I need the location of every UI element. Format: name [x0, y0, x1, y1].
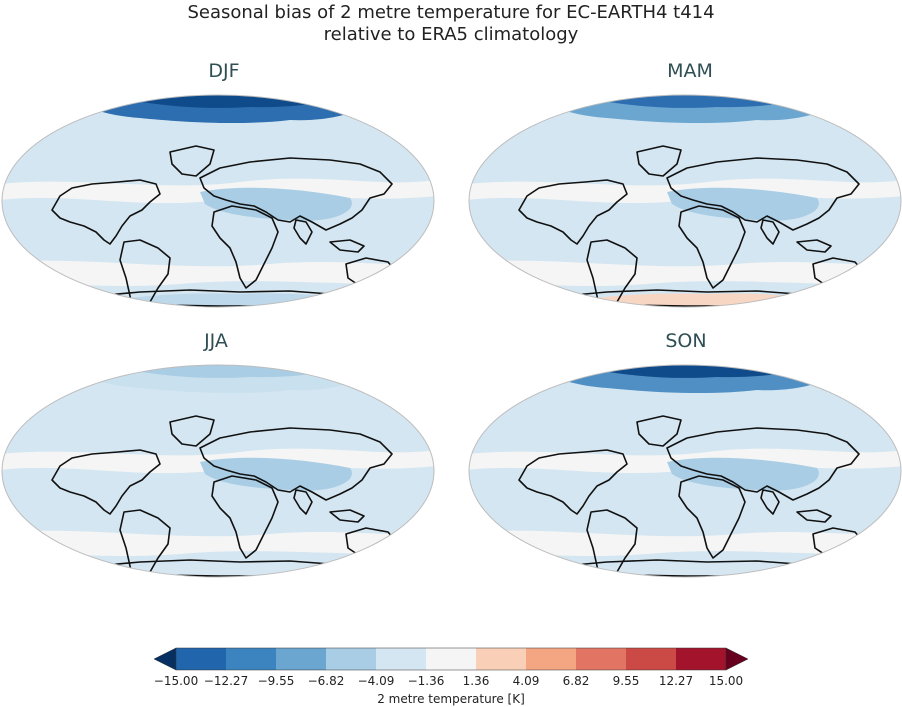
- colorbar-label: 2 metre temperature [K]: [377, 692, 525, 706]
- colorbar-segment: [576, 648, 627, 670]
- colorbar-segment: [526, 648, 577, 670]
- coastline: [636, 415, 682, 447]
- coastline: [760, 219, 780, 245]
- coastline: [678, 475, 746, 559]
- map-jja: [0, 362, 436, 580]
- colorbar-tick: 4.09: [512, 674, 540, 688]
- colorbar: −15.00 −12.27 −9.55 −6.82 −4.09 −1.36 1.36 4.09…: [150, 642, 752, 706]
- colorbar-tick: 6.82: [562, 674, 590, 688]
- map-mam: [467, 92, 902, 310]
- coastline: [636, 145, 682, 177]
- coastline: [293, 489, 313, 515]
- colorbar-tick: 9.55: [612, 674, 640, 688]
- colorbar-segment: [376, 648, 427, 670]
- colorbar-tick: 12.27: [658, 674, 694, 688]
- coastline: [293, 219, 313, 245]
- colorbar-bar: [153, 647, 749, 671]
- map-son: [467, 362, 902, 580]
- coastline: [796, 509, 832, 523]
- coastline: [666, 427, 860, 501]
- coastline: [51, 179, 161, 245]
- coastline: [329, 509, 365, 523]
- title-line-2: relative to ERA5 climatology: [323, 24, 579, 45]
- colorbar-tick: −15.00: [153, 674, 199, 688]
- coastline: [760, 489, 780, 515]
- coastline: [199, 157, 393, 231]
- colorbar-under-arrow: [153, 647, 177, 671]
- coastline: [119, 509, 171, 577]
- coastline: [211, 475, 279, 559]
- map-svg-son: [468, 364, 902, 578]
- panel-label-mam: MAM: [667, 60, 713, 82]
- title-line-1: Seasonal bias of 2 metre temperature for…: [187, 2, 715, 23]
- colorbar-over-arrow: [725, 647, 749, 671]
- map-svg-mam: [468, 94, 902, 308]
- coastline: [211, 205, 279, 289]
- figure-title: Seasonal bias of 2 metre temperature for…: [0, 0, 902, 46]
- map-svg-jja: [1, 364, 435, 578]
- colorbar-tick: 15.00: [708, 674, 744, 688]
- map-djf: [0, 92, 436, 310]
- colorbar-segment: [626, 648, 677, 670]
- coastline: [586, 239, 638, 307]
- coastline: [586, 509, 638, 577]
- coastline: [51, 449, 161, 515]
- panel-label-son: SON: [665, 330, 707, 352]
- map-svg-djf: [1, 94, 435, 308]
- coastline: [199, 427, 393, 501]
- colorbar-segment: [476, 648, 527, 670]
- coastline: [796, 239, 832, 253]
- coastline: [518, 449, 628, 515]
- colorbar-tick: −6.82: [307, 674, 345, 688]
- coastline: [169, 145, 215, 177]
- coastline: [678, 205, 746, 289]
- coastline: [666, 157, 860, 231]
- coastline: [119, 239, 171, 307]
- coastline: [329, 239, 365, 253]
- coastline: [169, 415, 215, 447]
- colorbar-segment: [276, 648, 327, 670]
- colorbar-tick: −1.36: [407, 674, 445, 688]
- colorbar-segment: [226, 648, 277, 670]
- colorbar-tick: −4.09: [357, 674, 395, 688]
- panel-label-djf: DJF: [208, 60, 240, 82]
- colorbar-segment: [676, 648, 727, 670]
- panel-label-jja: JJA: [204, 330, 228, 352]
- colorbar-tick: −9.55: [257, 674, 295, 688]
- colorbar-segment: [326, 648, 377, 670]
- colorbar-tick: −12.27: [203, 674, 249, 688]
- colorbar-segment: [426, 648, 477, 670]
- coastline: [518, 179, 628, 245]
- colorbar-tick: 1.36: [462, 674, 490, 688]
- colorbar-segment: [176, 648, 227, 670]
